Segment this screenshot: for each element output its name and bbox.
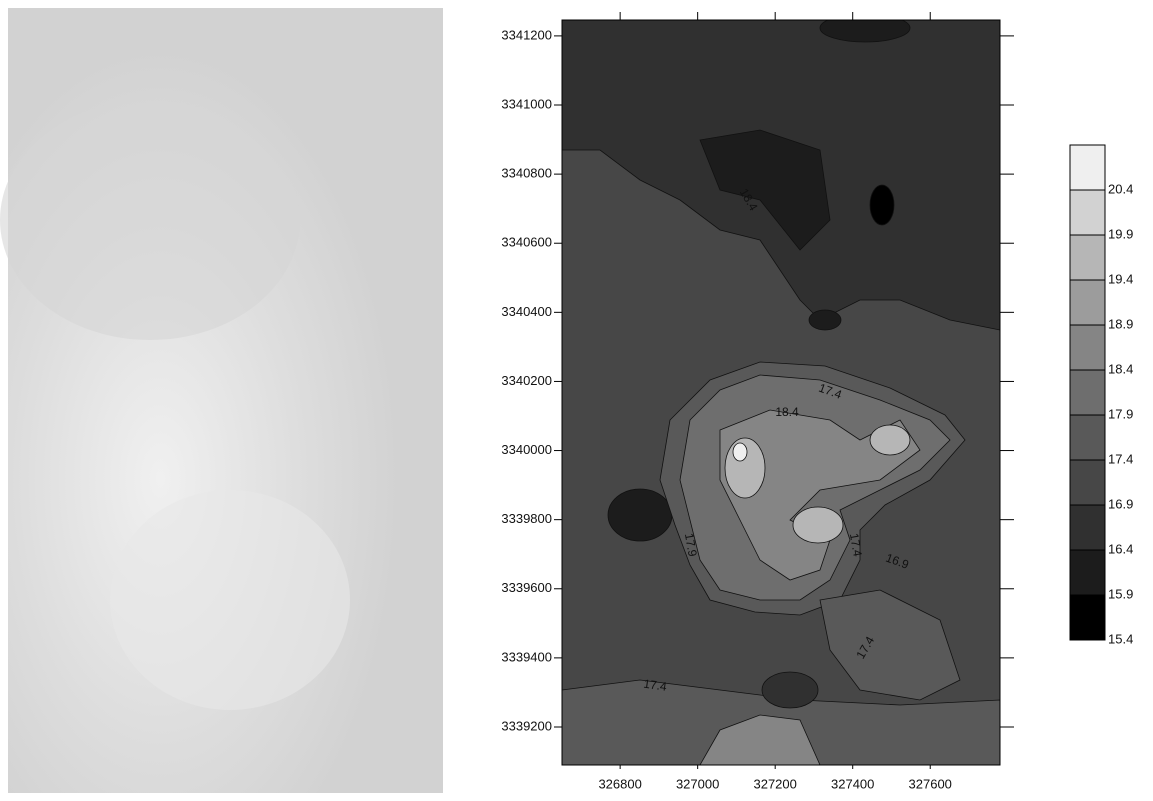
- y-tick-label: 3340600: [501, 235, 552, 250]
- colorbar-label: 19.4: [1108, 271, 1133, 286]
- grayscale-image: [0, 8, 443, 793]
- contour-band: [870, 185, 894, 225]
- y-tick-label: 3339600: [501, 580, 552, 595]
- colorbar: 15.4 15.9 16.4 16.9 17.4 17.9 18.4 18.9 19.4 19.9…: [1070, 145, 1133, 646]
- colorbar-label: 16.4: [1108, 541, 1133, 556]
- contour-band: [820, 14, 910, 42]
- image-shade: [0, 100, 300, 340]
- y-tick-label: 3339200: [501, 718, 552, 733]
- colorbar-label: 17.4: [1108, 451, 1133, 466]
- contour-label: 18.4: [775, 405, 799, 419]
- colorbar-label: 18.9: [1108, 316, 1133, 331]
- colorbar-box: [1070, 190, 1105, 235]
- colorbar-box: [1070, 370, 1105, 415]
- contour-band: [793, 507, 843, 543]
- x-tick-label: 327200: [753, 776, 796, 791]
- colorbar-box: [1070, 280, 1105, 325]
- colorbar-label: 16.9: [1108, 496, 1133, 511]
- page: 18.417.418.417.917.416.917.417.4 3339200…: [0, 0, 1153, 796]
- contour-band: [809, 310, 841, 330]
- contour-band: [870, 425, 910, 455]
- y-tick-label: 3341200: [501, 27, 552, 42]
- colorbar-label: 20.4: [1108, 181, 1133, 196]
- x-tick-label: 327600: [909, 776, 952, 791]
- colorbar-box: [1070, 415, 1105, 460]
- colorbar-box: [1070, 550, 1105, 595]
- colorbar-box: [1070, 325, 1105, 370]
- contour-band: [608, 489, 672, 541]
- y-tick-label: 3340800: [501, 166, 552, 181]
- colorbar-label: 17.9: [1108, 406, 1133, 421]
- image-highlight: [110, 490, 350, 710]
- colorbar-box: [1070, 595, 1105, 640]
- colorbar-box: [1070, 505, 1105, 550]
- y-tick-label: 3339400: [501, 649, 552, 664]
- x-tick-label: 326800: [598, 776, 641, 791]
- y-tick-label: 3341000: [501, 96, 552, 111]
- colorbar-box: [1070, 145, 1105, 190]
- colorbar-label: 15.9: [1108, 586, 1133, 601]
- y-tick-label: 3340000: [501, 442, 552, 457]
- x-tick-label: 327000: [676, 776, 719, 791]
- x-tick-label: 327400: [831, 776, 874, 791]
- colorbar-label: 15.4: [1108, 631, 1133, 646]
- colorbar-box: [1070, 460, 1105, 505]
- y-tick-label: 3340200: [501, 373, 552, 388]
- colorbar-box: [1070, 235, 1105, 280]
- colorbar-label: 18.4: [1108, 361, 1133, 376]
- y-tick-label: 3340400: [501, 304, 552, 319]
- colorbar-label: 19.9: [1108, 226, 1133, 241]
- contour-band: [733, 443, 747, 461]
- contour-band: [762, 672, 818, 708]
- y-tick-label: 3339800: [501, 511, 552, 526]
